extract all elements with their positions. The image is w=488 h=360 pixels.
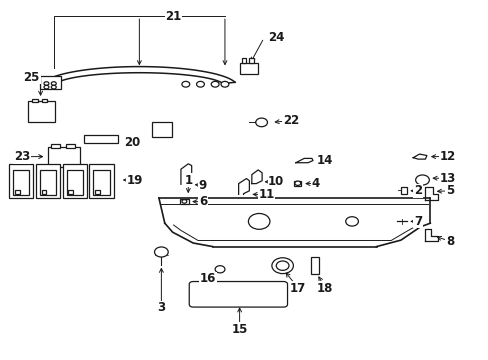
Text: 18: 18 [316,282,333,294]
Text: 23: 23 [14,150,30,163]
Circle shape [215,266,224,273]
Bar [95,190,100,194]
Text: 7: 7 [413,215,421,228]
Circle shape [44,85,49,89]
Text: 15: 15 [231,323,247,336]
Text: 2: 2 [413,184,421,197]
Text: 12: 12 [438,150,455,163]
Text: 6: 6 [199,195,206,208]
Circle shape [196,81,204,87]
Circle shape [345,217,358,226]
Bar [13,170,29,195]
Bar [151,122,172,137]
Bar [36,164,60,198]
Text: 14: 14 [316,154,333,167]
Text: 24: 24 [267,31,284,44]
Bar [93,170,110,195]
Circle shape [154,247,168,257]
Bar [239,63,258,74]
Circle shape [271,258,293,274]
Circle shape [51,82,56,85]
Circle shape [294,181,300,185]
Bar [241,58,246,63]
Text: 16: 16 [199,273,216,285]
Circle shape [255,118,267,127]
Text: 1: 1 [184,174,192,186]
Bar [48,147,80,167]
Bar [294,181,301,186]
Text: 13: 13 [438,172,455,185]
Bar [66,144,75,148]
Text: 4: 4 [311,177,319,190]
Bar [249,58,254,63]
Text: 21: 21 [165,10,182,23]
Bar [51,144,60,148]
Bar [40,76,61,89]
Circle shape [44,82,49,85]
Circle shape [221,81,228,87]
Bar [310,257,319,274]
Text: 5: 5 [445,184,453,197]
Bar [32,99,38,102]
Bar [41,99,47,102]
Bar [9,164,33,198]
Text: 25: 25 [23,71,40,84]
Circle shape [276,261,288,270]
Text: 19: 19 [126,174,142,186]
Circle shape [182,199,186,203]
Bar [400,187,406,194]
Circle shape [182,81,189,87]
Text: 17: 17 [289,282,306,294]
Text: 11: 11 [258,188,274,201]
Bar [41,190,46,194]
Text: 8: 8 [445,235,453,248]
Circle shape [248,213,269,229]
Bar [68,190,73,194]
Text: 10: 10 [267,175,284,188]
Circle shape [415,175,428,185]
Bar [180,199,188,204]
Text: 9: 9 [199,179,206,192]
Bar [89,164,114,198]
Text: 3: 3 [157,301,165,314]
Bar [40,170,56,195]
Circle shape [51,85,56,89]
Bar [15,190,20,194]
Bar [28,101,55,122]
Bar [62,164,87,198]
Circle shape [211,81,219,87]
FancyBboxPatch shape [189,282,287,307]
Text: 20: 20 [123,136,140,149]
Text: 22: 22 [282,114,299,127]
Bar [84,135,118,143]
Bar [66,170,83,195]
